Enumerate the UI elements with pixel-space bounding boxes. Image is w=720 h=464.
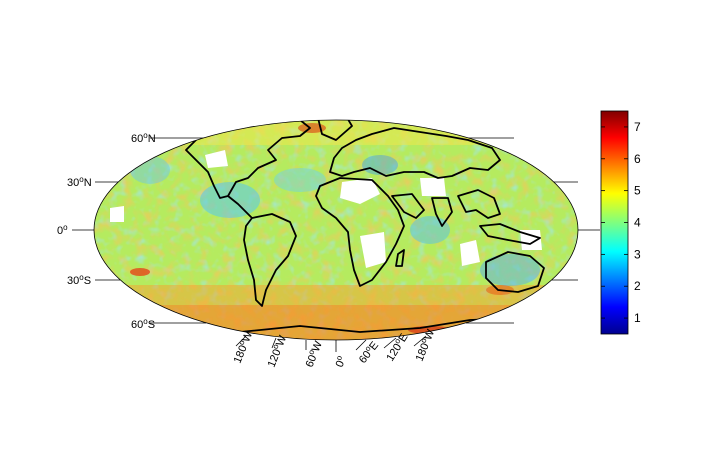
lat-label-0: 0o [57, 223, 68, 237]
longitude-gridlines [235, 335, 427, 352]
colorbar-tick-label: 2 [634, 279, 641, 293]
coastlines [185, 120, 545, 333]
lat-label-60s: 60oS [131, 317, 155, 331]
colorbar-ticks: 7 6 5 4 3 2 1 [601, 120, 641, 325]
map-field [94, 120, 578, 340]
lon-label-0: 0o [332, 354, 349, 370]
colorbar: 7 6 5 4 3 2 1 [600, 110, 641, 335]
lat-label-60n: 60oN [131, 131, 156, 145]
colorbar-tick-label: 6 [634, 152, 641, 166]
lon-label-60e: 60oE [355, 338, 381, 366]
lat-label-30s: 30oS [67, 273, 91, 287]
colorbar-tick-label: 1 [634, 311, 641, 325]
colorbar-tick-label: 5 [634, 184, 641, 198]
lon-label-60w: 60oW [302, 338, 325, 369]
colorbar-tick-label: 4 [634, 216, 641, 230]
lon-label-120w: 120oW [264, 333, 290, 370]
map-outline [93, 119, 579, 341]
lat-label-30n: 30oN [67, 175, 92, 189]
colorbar-tick-label: 3 [634, 247, 641, 261]
latitude-labels: 60oN 30oN 0o 30oS 60oS [57, 131, 156, 331]
colorbar-gradient [600, 110, 629, 335]
lon-label-180w: 180oW [230, 329, 256, 366]
colorbar-tick-label: 7 [634, 120, 641, 134]
latitude-gridlines [72, 137, 600, 324]
